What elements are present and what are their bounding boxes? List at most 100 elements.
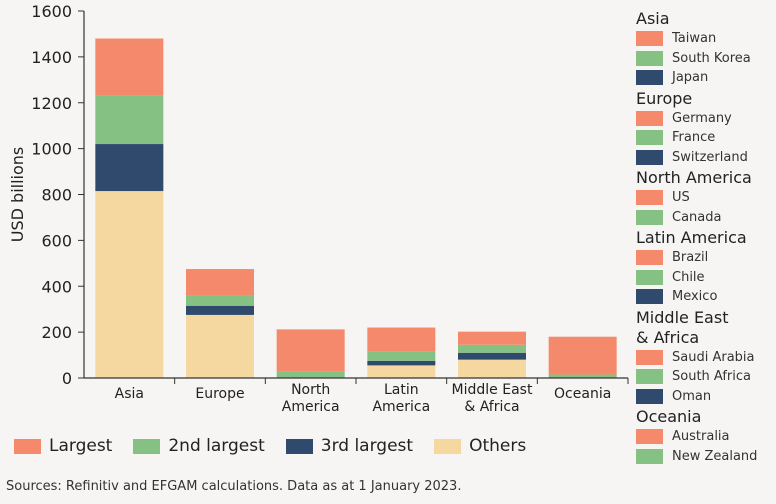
legend-swatch (636, 429, 663, 445)
bar-segment (458, 359, 526, 378)
legend-item-label: Switzerland (672, 149, 748, 165)
x-tick-label: Europe (195, 386, 244, 402)
y-tick-label: 1000 (31, 140, 72, 159)
y-tick-label: 1600 (31, 2, 72, 21)
legend-group-title: Asia (636, 9, 670, 28)
legend-swatch (636, 149, 663, 165)
bar-segment (186, 269, 254, 296)
y-tick-label: 0 (62, 369, 72, 388)
x-tick-label: Oceania (554, 386, 611, 402)
legend-item-label: 3rd largest (320, 436, 414, 456)
legend-swatch (636, 190, 663, 206)
legend-group: Oceania Australia New Zealand (636, 407, 772, 466)
legend-group-title: North America (636, 168, 752, 187)
y-tick-label: 800 (41, 186, 72, 205)
legend-item: Others (434, 436, 526, 456)
legend-item-label: New Zealand (672, 448, 758, 464)
legend-item-label: South Korea (672, 50, 751, 66)
legend-item-label: Taiwan (672, 31, 717, 47)
legend-item-label: Oman (672, 388, 712, 404)
legend-item: France (636, 128, 772, 148)
bar-segment (95, 95, 164, 145)
legend-item: South Korea (636, 49, 772, 69)
legend-item: New Zealand (636, 447, 772, 467)
legend-item-label: Saudi Arabia (672, 349, 755, 365)
x-tick-label: North America (282, 382, 340, 415)
legend-swatch (636, 369, 663, 385)
bar-segment (367, 365, 436, 378)
legend-item: 3rd largest (285, 436, 414, 456)
x-tick-label: Middle East & Africa (452, 382, 533, 415)
legend-item: Switzerland (636, 148, 772, 168)
bar-segment (186, 305, 254, 315)
legend-group-title-line: & Africa (636, 327, 700, 347)
source-note: Sources: Refinitiv and EFGAM calculation… (6, 479, 462, 494)
legend-swatch (636, 130, 663, 146)
legend-swatch (14, 438, 41, 454)
bar-segment (458, 352, 526, 360)
legend-item: 2nd largest (133, 436, 265, 456)
legend-item: Chile (636, 268, 772, 288)
legend-swatch (285, 438, 313, 454)
legend-item-label: France (672, 130, 716, 146)
bar-segment (367, 360, 436, 366)
legend-swatch (636, 269, 663, 285)
legend-item-label: Mexico (672, 289, 718, 305)
side-legend: Asia Taiwan South Korea Japan Europe Germany F… (636, 8, 772, 466)
legend-item-label: US (672, 190, 690, 206)
legend-swatch (636, 289, 663, 305)
legend-group: Asia Taiwan South Korea Japan (636, 9, 772, 88)
legend-group: North America US Canada (636, 168, 772, 227)
bar-segment (276, 329, 345, 372)
legend-item-label: Brazil (672, 250, 709, 266)
legend-swatch (636, 349, 663, 365)
legend-item: South Africa (636, 367, 772, 387)
bar-segment (276, 371, 345, 378)
bar-segment (367, 351, 436, 361)
legend-item-label: Australia (672, 429, 730, 445)
stacked-bar-chart: 0 200 400 600 800 1000 1200 1400 1600 USD billion… (8, 2, 629, 415)
bar-segment (367, 327, 436, 352)
legend-item-label: Canada (672, 209, 722, 225)
legend-item: US (636, 188, 772, 208)
bar-segment (548, 374, 617, 378)
legend-swatch (636, 388, 663, 404)
legend-group-title: Middle East & Africa (636, 308, 772, 348)
x-tick-label: Latin America (372, 382, 430, 415)
legend-swatch (434, 438, 462, 454)
legend-group: Middle East & Africa Saudi Arabia South Afr… (636, 308, 772, 407)
legend-item-label: 2nd largest (168, 436, 265, 456)
y-tick-label: 1400 (31, 48, 72, 67)
bar-segment (95, 191, 164, 378)
bar-segment (458, 331, 526, 345)
x-tick-label: Asia (115, 386, 144, 402)
y-tick-label: 600 (41, 231, 72, 250)
legend-swatch (133, 438, 161, 454)
legend-item-label: South Africa (672, 369, 751, 385)
legend-group: Europe Germany France Switzerland (636, 89, 772, 168)
legend-item: Canada (636, 208, 772, 228)
legend-item: Australia (636, 427, 772, 447)
legend-item-label: Others (469, 436, 527, 456)
legend-swatch (636, 110, 663, 126)
legend-swatch (636, 250, 663, 266)
y-tick-label: 1200 (31, 94, 72, 113)
legend-item: Mexico (636, 287, 772, 307)
legend-item-label: Germany (672, 110, 732, 126)
y-axis-label: USD billions (8, 147, 27, 242)
legend-swatch (636, 50, 663, 66)
legend-swatch (636, 209, 663, 225)
legend-group-title: Oceania (636, 407, 702, 426)
legend-group-title: Latin America (636, 228, 747, 247)
legend-item-label: Chile (672, 269, 705, 285)
y-tick-label: 200 (41, 323, 72, 342)
bar-segment (548, 336, 617, 375)
bar-segment (186, 314, 254, 378)
legend-item-label: Japan (672, 70, 709, 86)
bottom-legend: Largest 2nd largest 3rd largest Others (14, 436, 547, 456)
legend-item: Oman (636, 387, 772, 407)
legend-swatch (636, 448, 663, 464)
bar-segment (186, 295, 254, 306)
legend-item: Germany (636, 109, 772, 129)
bar-segment (458, 344, 526, 353)
